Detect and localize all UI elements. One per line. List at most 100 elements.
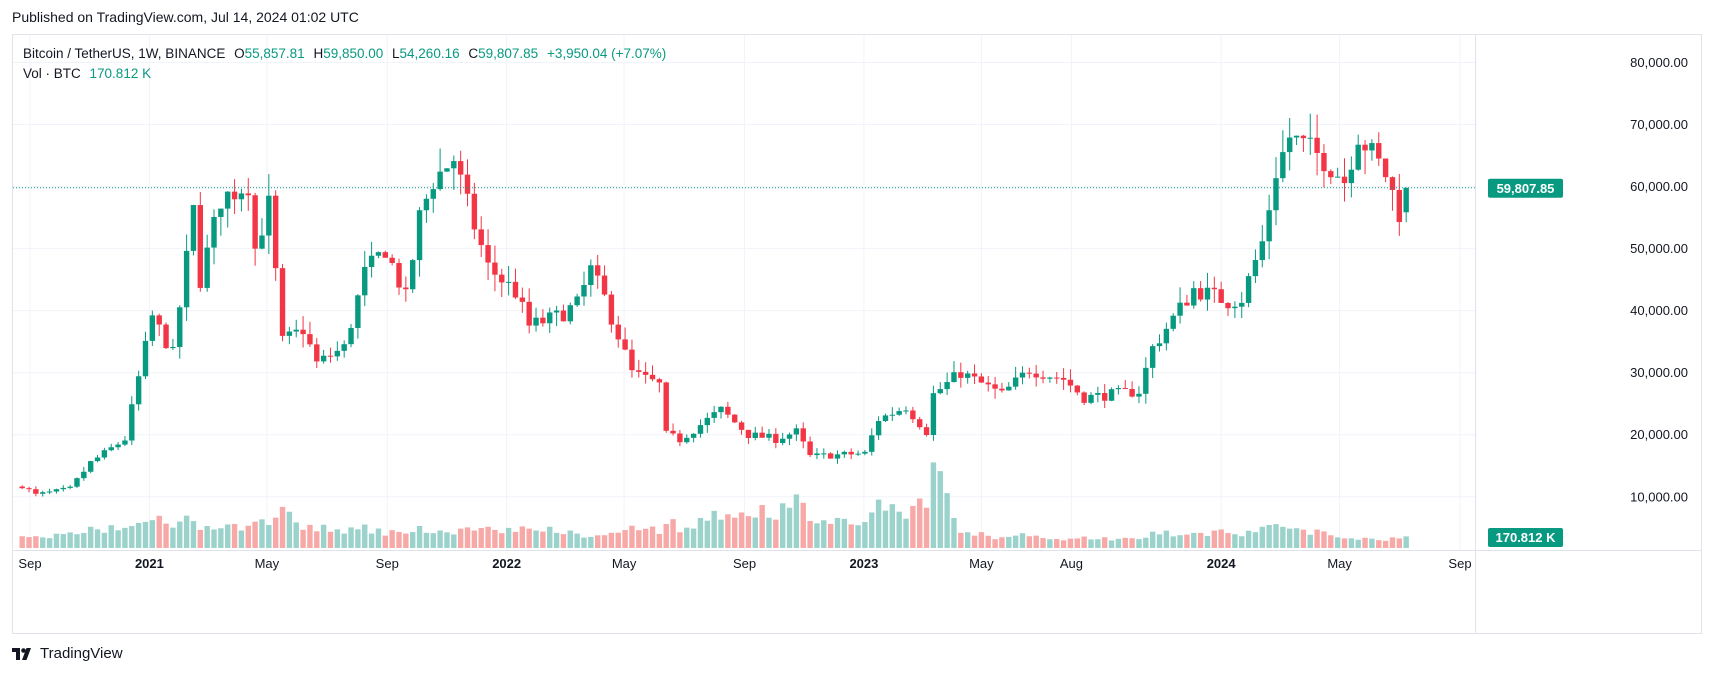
candle-body[interactable]: [745, 429, 752, 438]
candle-body[interactable]: [1122, 388, 1128, 390]
volume-bar[interactable]: [156, 515, 162, 548]
candle-body[interactable]: [800, 428, 806, 442]
volume-bar[interactable]: [1006, 536, 1012, 548]
candle-body[interactable]: [615, 324, 621, 340]
candle-body[interactable]: [33, 489, 39, 494]
volume-bar[interactable]: [882, 510, 889, 548]
volume-bar[interactable]: [999, 537, 1005, 548]
candle-body[interactable]: [622, 339, 628, 350]
volume-bar[interactable]: [204, 526, 210, 548]
volume-bar[interactable]: [958, 532, 964, 548]
candle-body[interactable]: [204, 247, 210, 288]
volume-bar[interactable]: [1376, 540, 1382, 548]
candle-body[interactable]: [547, 312, 553, 324]
candle-body[interactable]: [629, 349, 635, 371]
volume-bar[interactable]: [1266, 525, 1272, 548]
candle-body[interactable]: [985, 382, 991, 385]
volume-bar[interactable]: [1115, 538, 1122, 548]
candle-body[interactable]: [910, 410, 916, 420]
candle-body[interactable]: [252, 195, 258, 249]
volume-bar[interactable]: [53, 533, 60, 548]
volume-bar[interactable]: [670, 519, 676, 548]
candle-body[interactable]: [732, 414, 738, 423]
candle-body[interactable]: [1108, 389, 1115, 401]
volume-bar[interactable]: [834, 517, 841, 548]
candle-body[interactable]: [300, 329, 306, 335]
candle-body[interactable]: [53, 489, 60, 492]
volume-bar[interactable]: [149, 520, 156, 548]
volume-bar[interactable]: [1307, 534, 1313, 548]
volume-bar[interactable]: [1170, 536, 1176, 548]
candle-body[interactable]: [1197, 288, 1204, 300]
candle-body[interactable]: [814, 453, 820, 456]
volume-bar[interactable]: [1334, 537, 1341, 548]
candle-body[interactable]: [827, 453, 834, 459]
candle-body[interactable]: [642, 371, 649, 375]
volume-bar[interactable]: [355, 529, 361, 548]
volume-bar[interactable]: [1314, 529, 1320, 548]
candle-body[interactable]: [1149, 346, 1156, 368]
volume-bar[interactable]: [896, 511, 902, 548]
candle-body[interactable]: [1074, 385, 1080, 393]
volume-bar[interactable]: [1197, 532, 1204, 548]
volume-bar[interactable]: [1348, 538, 1355, 548]
volume-bar[interactable]: [505, 527, 512, 548]
candle-body[interactable]: [1067, 379, 1074, 386]
volume-bar[interactable]: [567, 530, 573, 548]
candle-body[interactable]: [677, 433, 683, 443]
volume-bar[interactable]: [827, 523, 834, 548]
volume-bar[interactable]: [403, 533, 409, 548]
volume-bar[interactable]: [642, 528, 649, 548]
candlestick-chart[interactable]: 10,000.00 20,000.00 30,000.00 40,000.00 50,0…: [12, 34, 1702, 634]
volume-bar[interactable]: [732, 517, 738, 548]
volume-bar[interactable]: [197, 529, 204, 548]
volume-bar[interactable]: [1095, 539, 1101, 548]
volume-bar[interactable]: [793, 494, 800, 548]
volume-bar[interactable]: [1355, 539, 1361, 548]
volume-bar[interactable]: [108, 525, 114, 548]
volume-bar[interactable]: [1136, 539, 1142, 548]
candle-body[interactable]: [1376, 143, 1382, 159]
volume-bar[interactable]: [1382, 540, 1389, 548]
volume-bar[interactable]: [1245, 530, 1252, 548]
candle-body[interactable]: [327, 355, 334, 357]
volume-bar[interactable]: [807, 521, 813, 548]
candle-body[interactable]: [1280, 152, 1286, 179]
volume-bar[interactable]: [622, 530, 628, 548]
volume-bar[interactable]: [464, 527, 471, 548]
candle-body[interactable]: [1191, 288, 1197, 306]
candle-body[interactable]: [26, 488, 32, 490]
candle-body[interactable]: [1293, 135, 1300, 138]
volume-bar[interactable]: [1040, 538, 1046, 548]
candle-body[interactable]: [1136, 393, 1142, 397]
candle-body[interactable]: [971, 373, 978, 377]
candle-body[interactable]: [526, 301, 532, 326]
candle-body[interactable]: [793, 428, 800, 435]
candle-body[interactable]: [834, 454, 841, 459]
volume-bar[interactable]: [841, 518, 848, 548]
volume-bar[interactable]: [129, 526, 135, 548]
candle-body[interactable]: [1314, 137, 1320, 153]
candle-body[interactable]: [499, 274, 505, 283]
candle-body[interactable]: [375, 252, 382, 256]
candle-body[interactable]: [1348, 169, 1355, 184]
volume-bar[interactable]: [766, 517, 772, 548]
volume-bar[interactable]: [540, 531, 546, 548]
candle-body[interactable]: [773, 433, 779, 443]
candle-body[interactable]: [279, 268, 286, 336]
volume-bar[interactable]: [1054, 539, 1060, 548]
volume-bar[interactable]: [67, 532, 73, 548]
candle-body[interactable]: [1177, 302, 1183, 316]
candle-body[interactable]: [94, 457, 101, 462]
volume-bar[interactable]: [752, 517, 758, 548]
candle-body[interactable]: [1102, 392, 1108, 401]
candle-body[interactable]: [869, 435, 875, 452]
volume-bar[interactable]: [1081, 536, 1087, 548]
volume-bar[interactable]: [1122, 537, 1128, 548]
volume-bar[interactable]: [1129, 538, 1135, 548]
candle-body[interactable]: [464, 174, 471, 194]
candle-body[interactable]: [183, 250, 190, 308]
volume-bar[interactable]: [992, 539, 998, 548]
candle-body[interactable]: [1054, 377, 1060, 379]
candle-body[interactable]: [341, 344, 347, 351]
